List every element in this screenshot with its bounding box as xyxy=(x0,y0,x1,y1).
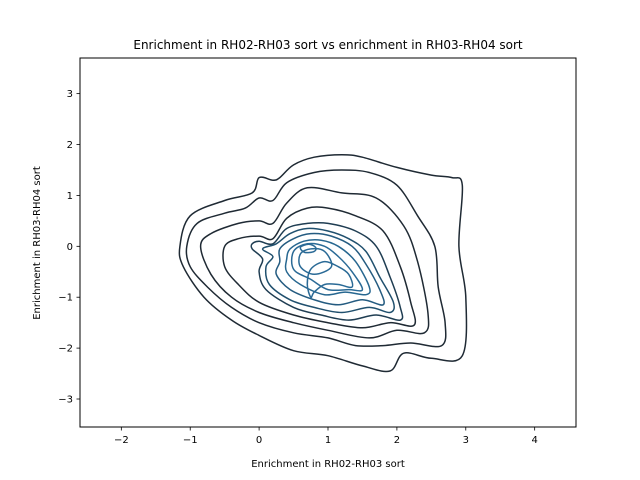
chart-title: Enrichment in RH02-RH03 sort vs enrichme… xyxy=(133,38,523,52)
x-tick-label: 2 xyxy=(394,435,400,446)
contour-line xyxy=(178,153,468,373)
contour-line xyxy=(275,232,385,306)
x-tick-label: −2 xyxy=(114,435,129,446)
contour-line xyxy=(299,243,317,254)
y-tick-label: 0 xyxy=(67,242,73,253)
y-tick-label: 3 xyxy=(67,89,73,100)
contour-line xyxy=(199,186,430,339)
y-tick-label: −3 xyxy=(58,395,73,406)
y-tick-label: −1 xyxy=(58,293,73,304)
contour-line xyxy=(284,239,371,296)
contour-line xyxy=(290,242,364,292)
contour-line xyxy=(250,221,404,322)
x-tick-label: 1 xyxy=(325,435,331,446)
y-tick-label: 1 xyxy=(67,191,73,202)
contour-line xyxy=(261,227,395,314)
y-tick-label: 2 xyxy=(67,140,73,151)
x-axis-label: Enrichment in RH02-RH03 sort xyxy=(251,459,405,470)
x-axis: −2 −1 0 1 2 3 4 xyxy=(114,427,538,446)
contour-line xyxy=(185,169,447,348)
y-axis-label: Enrichment in RH03-RH04 sort xyxy=(32,166,43,320)
x-tick-label: −1 xyxy=(183,435,198,446)
y-axis: −3 −2 −1 0 1 2 3 xyxy=(58,89,80,406)
contour-line xyxy=(306,260,354,299)
y-tick-label: −2 xyxy=(58,344,73,355)
x-tick-label: 0 xyxy=(256,435,262,446)
x-tick-label: 3 xyxy=(463,435,469,446)
x-tick-label: 4 xyxy=(531,435,537,446)
contour-line xyxy=(298,247,333,276)
contour-group xyxy=(178,153,468,373)
contour-line xyxy=(222,206,417,329)
